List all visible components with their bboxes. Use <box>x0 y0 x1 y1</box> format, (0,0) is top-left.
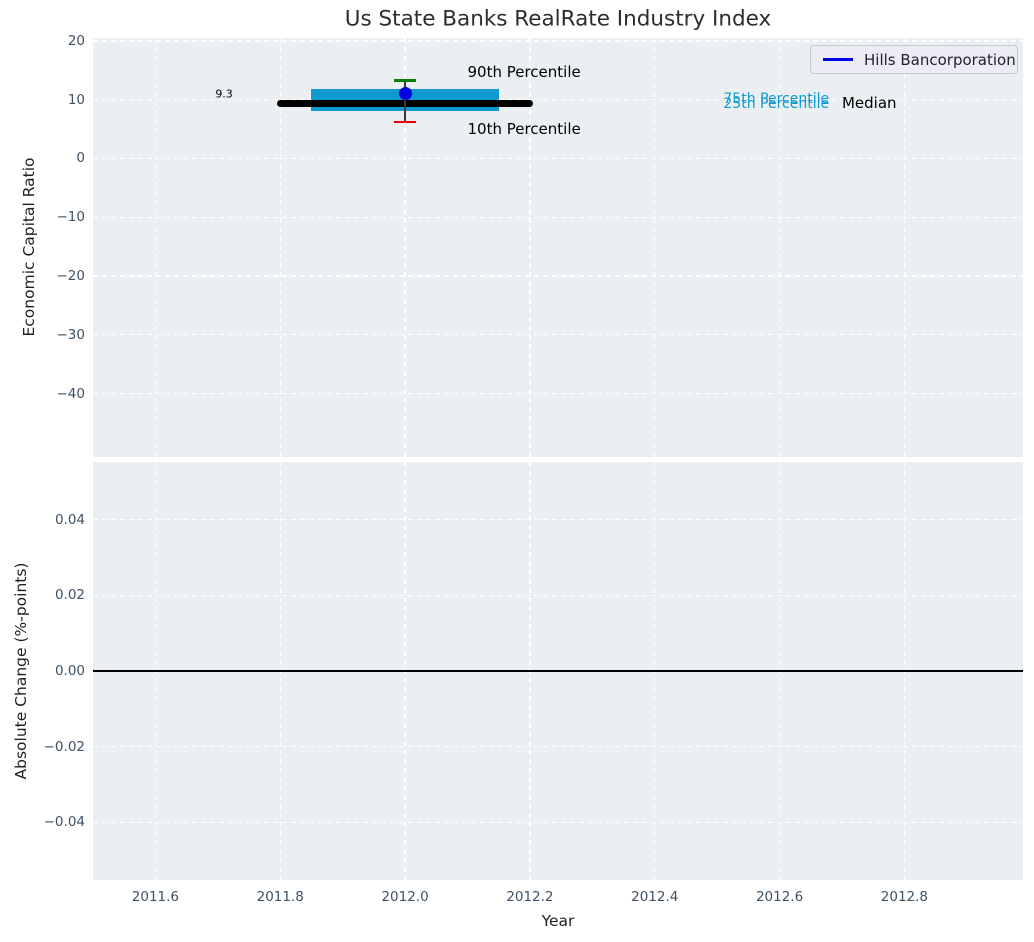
gridline-horizontal <box>93 392 1023 395</box>
y-tick-label: 0.00 <box>54 663 85 679</box>
company-dot <box>398 86 412 100</box>
top-y-axis-label: Economic Capital Ratio <box>20 157 38 337</box>
y-tick-label: −0.02 <box>43 738 85 755</box>
x-tick-label: 2012.8 <box>880 889 929 905</box>
gridline-horizontal <box>93 821 1023 824</box>
x-tick-label: 2012.6 <box>755 889 804 905</box>
chart-title: Us State Banks RealRate Industry Index <box>344 6 772 32</box>
gridline-vertical <box>903 38 906 457</box>
y-tick-label: 0.02 <box>54 587 85 604</box>
whisker-stem <box>404 80 406 123</box>
gridline-horizontal <box>93 334 1023 336</box>
annotation-p10-label: 10th Percentile <box>467 120 581 139</box>
bottom-subplot <box>93 462 1023 880</box>
annotation-median-label: Median <box>841 94 897 113</box>
annotation-p25-label: 25th Percentile <box>723 95 830 112</box>
annotation-median-value-label: 9.3 <box>215 87 233 101</box>
annotation-p75-label: 75th Percentile <box>723 91 830 108</box>
annotation-p90-label: 90th Percentile <box>467 63 581 82</box>
x-tick-label: 2012.2 <box>506 889 554 905</box>
gridline-horizontal <box>93 40 1023 42</box>
gridline-vertical <box>654 38 656 457</box>
bottom-y-axis-label: Absolute Change (%-points) <box>12 562 30 780</box>
y-tick-label: −30 <box>56 326 86 343</box>
gridline-horizontal <box>93 518 1023 521</box>
legend-label: Hills Bancorporation <box>864 50 1016 69</box>
zero-line <box>93 670 1023 672</box>
y-tick-label: 0.04 <box>54 511 85 528</box>
y-tick-label: 10 <box>67 91 85 108</box>
legend-line-swatch <box>823 58 853 61</box>
y-tick-label: −10 <box>56 209 86 226</box>
gridline-horizontal <box>93 275 1023 277</box>
y-tick-label: −40 <box>56 385 86 402</box>
legend: Hills Bancorporation <box>810 45 1018 74</box>
x-tick-label: 2012.0 <box>381 889 429 905</box>
p10-cap <box>394 120 417 124</box>
x-tick-label: 2011.6 <box>131 889 180 905</box>
gridline-horizontal <box>93 746 1023 748</box>
gridline-vertical <box>154 38 157 457</box>
y-tick-label: −0.04 <box>43 814 85 831</box>
gridline-horizontal <box>93 594 1023 596</box>
x-axis-label: Year <box>541 912 575 930</box>
x-tick-label: 2012.4 <box>631 889 679 905</box>
x-tick-label: 2011.8 <box>256 889 304 905</box>
gridline-horizontal <box>93 157 1023 160</box>
gridline-horizontal <box>93 216 1023 218</box>
y-tick-label: 0 <box>76 150 85 167</box>
y-tick-label: −20 <box>56 268 86 284</box>
y-tick-label: 20 <box>67 32 85 49</box>
p90-cap <box>394 79 417 83</box>
